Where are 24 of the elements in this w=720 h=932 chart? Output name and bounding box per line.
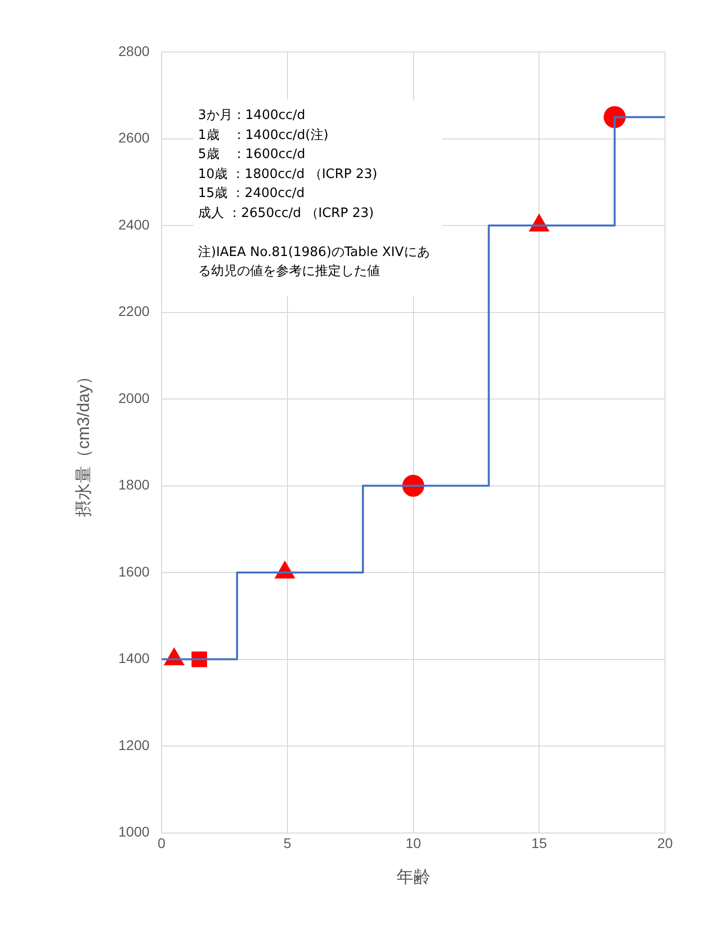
x-tick-label: 10 xyxy=(405,835,422,852)
annotation: 注)IAEA No.81(1986)のTable XIVにある幼児の値を参考に推定した値 xyxy=(198,244,431,281)
y-tick-label: 1800 xyxy=(118,476,150,493)
annotation: 5歳 ：1600cc/d xyxy=(198,146,306,164)
annotation: 成人 ：2650cc/d （ICRP 23) xyxy=(198,204,375,222)
annotation: 15歳 ：2400cc/d xyxy=(198,185,306,203)
y-tick-label: 2000 xyxy=(118,390,150,406)
x-axis-title: 年齢 xyxy=(396,867,430,886)
y-tick-label: 2600 xyxy=(118,130,150,146)
x-tick-label: 15 xyxy=(531,835,548,852)
y-tick-label: 2200 xyxy=(118,303,150,320)
y-tick-label: 1400 xyxy=(118,650,150,666)
x-tick-label: 20 xyxy=(657,835,673,852)
annotation: 1歳 ：1400cc/d(注) xyxy=(198,126,330,144)
annotation: 3か月：1400cc/d xyxy=(198,107,306,125)
annotation: 10歳 ：1800cc/d （ICRP 23) xyxy=(198,166,378,184)
y-tick-label: 2400 xyxy=(118,216,150,232)
y-axis-title: 摂水量（cm3/day） xyxy=(74,368,93,518)
y-tick-label: 1600 xyxy=(118,563,150,580)
y-tick-label: 1000 xyxy=(118,824,150,840)
x-tick-label: 5 xyxy=(284,835,292,852)
y-tick-label: 1200 xyxy=(118,736,150,753)
y-tick-label: 2800 xyxy=(118,42,150,59)
x-tick-label: 0 xyxy=(158,835,166,852)
